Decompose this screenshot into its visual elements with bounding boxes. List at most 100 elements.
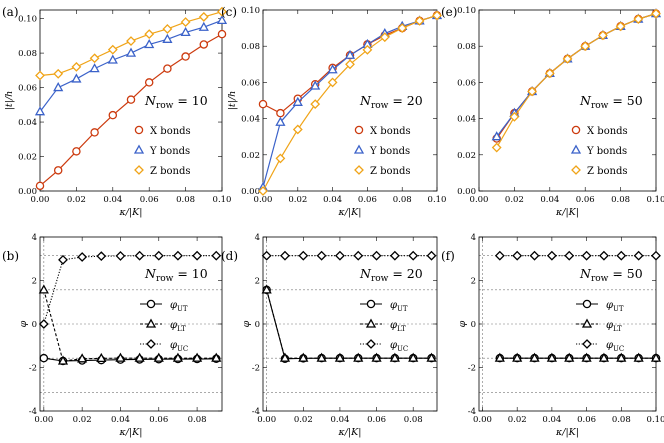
legend-subscript: UC [613, 345, 624, 353]
x-tick-label: 0.02 [505, 195, 524, 205]
data-point [414, 15, 425, 26]
legend-symbol: φ [390, 300, 397, 311]
n-row-symbol: N [144, 93, 157, 108]
x-tick-label: 0.02 [508, 415, 527, 425]
legend-marker [366, 299, 376, 309]
legend-label: Z bonds [370, 166, 411, 177]
legend-subscript: UT [397, 305, 408, 313]
legend-label: X bonds [587, 126, 628, 137]
legend-label: X bonds [370, 126, 411, 137]
n-row-label: Nrow = 10 [144, 93, 208, 111]
panel-f: 0.00 0.02 0.04 0.06 0.08 0.10 -4 -2 0 2 4 κ/|K| φ Nro… [457, 233, 664, 438]
x-tick-label: 0.06 [576, 195, 595, 205]
x-tick-label: 0.02 [288, 195, 307, 205]
x-tick-label: 0.08 [176, 195, 195, 205]
legend-label: Y bonds [586, 146, 627, 157]
data-point [598, 352, 610, 362]
data-point [258, 99, 268, 109]
y-tick-label: 0.10 [18, 15, 37, 25]
y-tick-label: 0.04 [457, 115, 476, 125]
legend-marker [133, 144, 145, 154]
data-point [512, 250, 523, 261]
data-point [432, 10, 442, 21]
data-point [426, 352, 437, 362]
data-point [216, 14, 228, 24]
data-point [616, 352, 627, 362]
data-point [292, 124, 303, 135]
y-tick-label: 0.02 [457, 151, 476, 161]
panel-d: 0.00 0.02 0.04 0.06 0.08 -4 -2 0 2 4 κ/|K| φ Nrow = … [241, 233, 438, 438]
n-row-label: Nrow = 50 [579, 93, 643, 111]
data-point [371, 352, 382, 362]
data-point [275, 153, 286, 164]
data-point [162, 33, 173, 43]
data-point [53, 68, 64, 79]
n-row-subscript: row [156, 274, 174, 284]
data-point [310, 80, 321, 90]
data-point [280, 250, 290, 261]
panel-label: (d) [221, 249, 238, 263]
legend-symbol: φ [390, 340, 397, 351]
legend-marker [582, 339, 592, 349]
n-row-value: = 20 [388, 266, 422, 281]
n-row-subscript: row [371, 101, 389, 111]
data-point [491, 142, 502, 153]
x-axis-label: κ/|K| [119, 427, 143, 438]
data-point [353, 250, 364, 261]
legend-subscript: LT [177, 325, 186, 333]
legend-subscript: UT [613, 305, 624, 313]
data-point [334, 352, 346, 362]
y-tick-label: 4 [471, 233, 476, 243]
x-tick-label: 0.04 [103, 195, 122, 205]
legend-marker [571, 165, 581, 175]
data-point [77, 353, 88, 363]
y-axis-label: |t|/h [4, 91, 15, 111]
x-tick-label: 0.10 [428, 195, 447, 205]
legend-marker [146, 299, 156, 309]
data-point [597, 30, 608, 41]
plot-frame [39, 9, 223, 192]
legend-label: Y bonds [369, 146, 410, 157]
data-point [90, 128, 99, 137]
series-line [266, 289, 432, 360]
data-point [181, 52, 190, 61]
plot-frame [39, 236, 223, 412]
data-point [292, 96, 303, 106]
series-line [496, 13, 657, 138]
series-line [496, 13, 657, 148]
data-point [544, 68, 555, 79]
legend-marker [582, 299, 592, 309]
legend-label: φLT [170, 320, 186, 333]
x-tick-label: 0.04 [540, 195, 559, 205]
data-point [426, 250, 437, 261]
n-row-value: = 50 [608, 93, 642, 108]
data-point [126, 36, 136, 46]
data-point [53, 82, 64, 92]
panel-c: 0.00 0.02 0.04 0.06 0.08 0.10 0.00 0.02 0.04 0.06… [227, 6, 446, 218]
data-point [180, 26, 191, 37]
data-point [389, 352, 400, 362]
x-tick-label: 0.06 [140, 195, 159, 205]
data-point [38, 284, 49, 294]
series-line [39, 33, 223, 187]
data-point [633, 14, 644, 24]
data-point [192, 250, 203, 261]
data-point [107, 54, 118, 64]
legend-marker [134, 165, 144, 175]
data-point [298, 352, 309, 362]
data-point [199, 40, 209, 49]
panel-label: (a) [2, 5, 19, 19]
data-point [35, 70, 45, 81]
data-point [57, 355, 69, 365]
n-row-label: Nrow = 10 [144, 266, 208, 284]
data-point [71, 61, 82, 72]
data-point [108, 110, 118, 120]
data-point [198, 11, 209, 22]
y-tick-label: 0.00 [457, 187, 476, 197]
y-tick-label: 0 [471, 320, 476, 330]
data-point [173, 250, 183, 261]
n-row-subscript: row [371, 274, 389, 284]
y-tick-label: 4 [32, 233, 37, 243]
legend-label: Z bonds [150, 166, 191, 177]
